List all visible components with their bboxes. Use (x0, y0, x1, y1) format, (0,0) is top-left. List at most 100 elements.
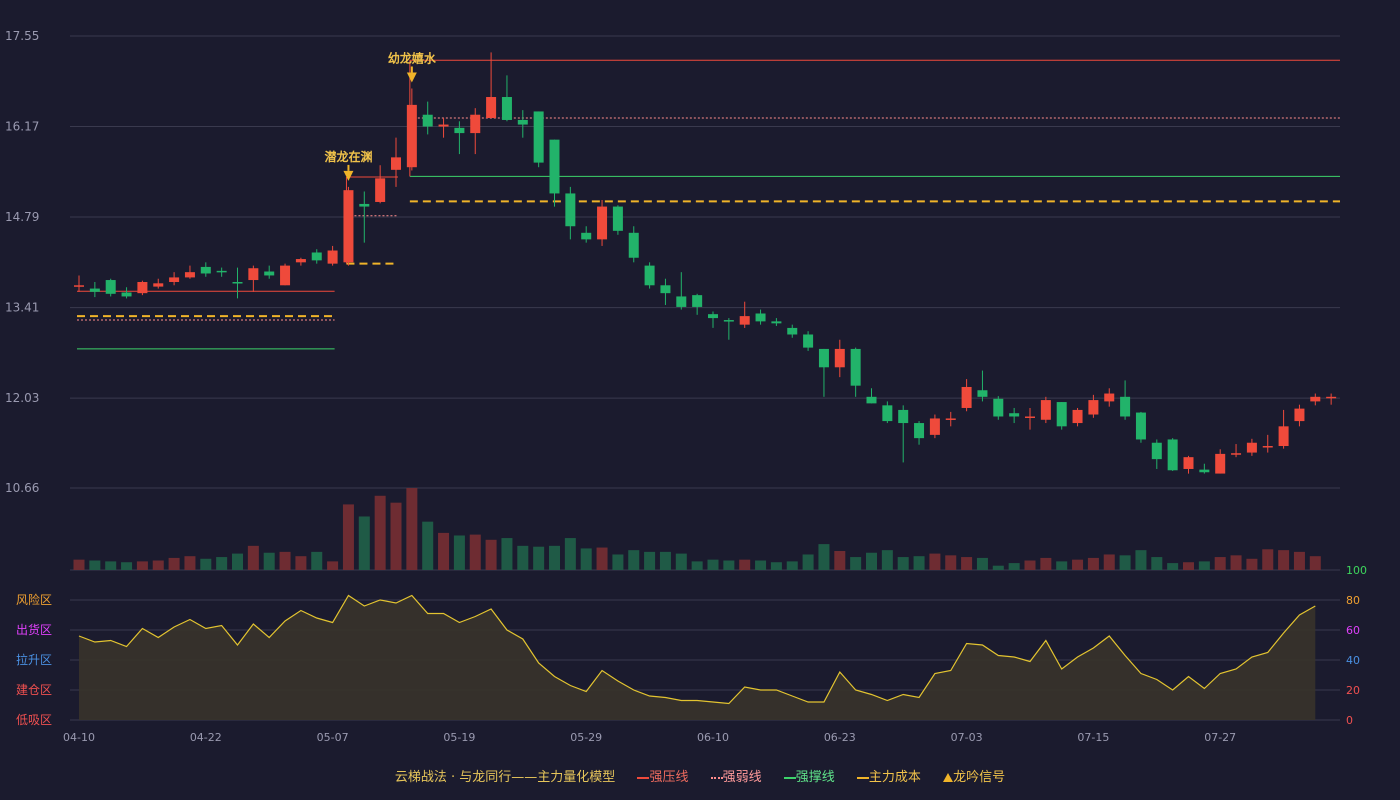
legend-cost-label: 主力成本 (868, 770, 921, 785)
volume-bar (644, 551, 656, 570)
volume-bar (136, 561, 148, 570)
candle-body (692, 295, 703, 307)
zone-label: 拉升区 (16, 652, 52, 667)
volume-bar (1087, 557, 1099, 570)
volume-bar (1198, 561, 1210, 570)
volume-bar (485, 539, 497, 570)
candle-body (644, 265, 655, 286)
volume-bar (1183, 562, 1194, 570)
candle-body (232, 282, 243, 284)
volume-bar (1246, 558, 1258, 570)
volume-bar (232, 553, 243, 570)
signal-arrow-icon (406, 72, 417, 83)
price-tick-label: 13.41 (5, 301, 39, 315)
volume-bar (1008, 563, 1020, 570)
candle-body (517, 119, 528, 125)
candle-body (581, 232, 592, 240)
candle-body (486, 97, 497, 119)
date-tick-label: 05-29 (570, 731, 602, 744)
candle-body (216, 270, 227, 273)
volume-bar (1309, 556, 1321, 570)
volume-bar (897, 557, 909, 570)
candle-body (1278, 426, 1289, 447)
candle-body (280, 265, 291, 286)
candle-body (1246, 442, 1257, 453)
annotations: 潜龙在渊 幼龙嬉水 (324, 50, 437, 181)
candle-body (137, 282, 148, 294)
volume-bar (770, 562, 782, 570)
volume-bar (327, 561, 339, 570)
legend-resist[interactable]: 强压线 (637, 766, 688, 785)
candle-body (945, 418, 956, 420)
grid-lines (70, 35, 1340, 721)
axes: 17.55 16.17 14.79 13.41 12.03 10.66 100 80 60 40 2… (5, 29, 1367, 744)
volume-bar (533, 546, 545, 570)
legend-weak-label: 强弱线 (722, 770, 762, 785)
candle-body (977, 390, 988, 397)
volume-bar (755, 560, 767, 570)
volume-bar (1056, 561, 1068, 570)
zone-label: 出货区 (16, 622, 52, 637)
candle-body (660, 285, 671, 294)
candle-body (200, 266, 211, 274)
candle-body (961, 386, 972, 408)
candle-body (89, 288, 100, 292)
volume-bar (1103, 554, 1115, 570)
signal-label: 幼龙嬉水 (388, 50, 437, 65)
price-tick-label: 14.79 (5, 210, 39, 224)
legend-support[interactable]: 强撑线 (783, 766, 835, 785)
candle-body (1199, 469, 1210, 473)
candle-body (153, 283, 164, 287)
volume-bar (501, 538, 513, 570)
volume-bar (834, 551, 846, 570)
candle-body (708, 314, 718, 319)
candle-body (993, 398, 1004, 417)
legend-weak[interactable]: 强弱线 (710, 766, 762, 785)
candle-body (676, 296, 687, 307)
legend-resist-label: 强压线 (649, 770, 689, 785)
volume-bar (295, 556, 307, 570)
candle-body (755, 313, 766, 322)
legend-signal-label: 龙吟信号 (953, 770, 1006, 785)
indicator-tick-label: 40 (1346, 654, 1360, 667)
candle-body (1151, 442, 1162, 460)
volume-bar (786, 561, 798, 570)
volume-bar (945, 555, 957, 570)
volume-bar (612, 554, 624, 570)
candle-body (1088, 400, 1099, 415)
volume-bar (89, 560, 101, 570)
candle-body (295, 259, 306, 263)
signal-triangle-icon (943, 773, 954, 782)
volume-bar (1230, 555, 1242, 570)
price-tick-label: 10.66 (5, 481, 39, 495)
candle-body (1072, 409, 1083, 424)
price-tick-label: 12.03 (5, 391, 39, 405)
legend-signal[interactable]: 龙吟信号 (943, 766, 1005, 785)
candle-body (565, 193, 576, 227)
volume-bar (580, 548, 592, 570)
candle-body (771, 321, 782, 324)
support-swatch-icon (783, 776, 796, 779)
legend-cost[interactable]: 主力成本 (856, 766, 921, 785)
candle-body (343, 190, 354, 263)
volume-bar (311, 551, 323, 570)
volume-bar (1262, 549, 1274, 570)
candle-body (184, 272, 195, 278)
volume-bar (152, 560, 164, 570)
candle-body (1135, 412, 1146, 440)
volume-bar (517, 545, 529, 570)
candle-body (1326, 396, 1337, 399)
price-tick-label: 16.17 (5, 120, 39, 134)
zone-label: 建仓区 (16, 683, 52, 697)
candle-body (501, 97, 512, 120)
date-tick-label: 07-27 (1204, 731, 1236, 744)
candle-body (1262, 446, 1273, 448)
volume-bar (1119, 555, 1131, 570)
indicator-tick-label: 0 (1346, 714, 1353, 727)
volume-bar (121, 562, 133, 570)
candle-body (723, 320, 734, 322)
candle-body (248, 268, 259, 281)
candle-body (1104, 393, 1115, 402)
candle-body (739, 316, 750, 325)
candle-body (818, 348, 829, 368)
